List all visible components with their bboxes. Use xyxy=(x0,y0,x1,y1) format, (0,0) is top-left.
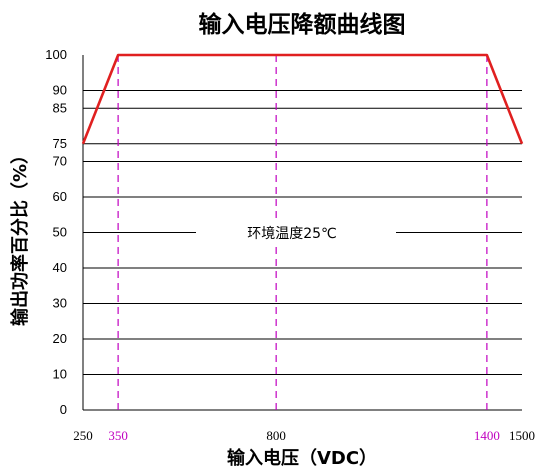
annotation-box: 环境温度25℃ xyxy=(196,219,396,245)
y-tick-label-20: 20 xyxy=(53,331,67,346)
y-tick-label-10: 10 xyxy=(53,367,67,382)
y-tick-label-40: 40 xyxy=(53,260,67,275)
x-tick-labels: 250 350 800 1400 1500 xyxy=(73,428,535,443)
x-tick-label-1500: 1500 xyxy=(509,428,535,443)
x-tick-label-250: 250 xyxy=(73,428,93,443)
y-tick-label-0: 0 xyxy=(60,402,67,417)
chart-title: 输入电压降额曲线图 xyxy=(199,11,406,38)
y-tick-label-70: 70 xyxy=(53,154,67,169)
y-tick-label-90: 90 xyxy=(53,83,67,98)
y-tick-labels: 0 10 20 30 40 50 60 70 75 85 90 100 xyxy=(45,47,67,417)
series-line-0 xyxy=(81,53,524,145)
y-tick-label-75: 75 xyxy=(53,136,67,151)
y-tick-label-50: 50 xyxy=(53,225,67,240)
annotation-background xyxy=(196,219,396,245)
y-tick-label-100: 100 xyxy=(45,47,67,62)
annotation-text: 环境温度25℃ xyxy=(247,226,337,242)
x-tick-label-1400: 1400 xyxy=(474,428,500,443)
series-layer xyxy=(81,53,524,145)
y-tick-label-60: 60 xyxy=(53,189,67,204)
x-axis-label: 输入电压（VDC） xyxy=(227,447,377,469)
y-tick-label-30: 30 xyxy=(53,296,67,311)
y-tick-label-85: 85 xyxy=(53,100,67,115)
y-axis-label: 输出功率百分比（%） xyxy=(9,146,31,326)
x-tick-label-350: 350 xyxy=(108,428,128,443)
x-tick-label-800: 800 xyxy=(266,428,286,443)
